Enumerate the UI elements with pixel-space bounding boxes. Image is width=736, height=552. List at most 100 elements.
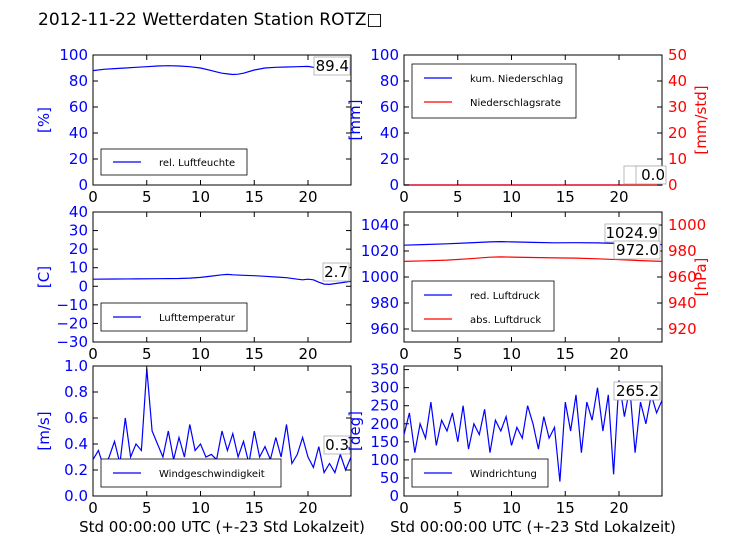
x-tick-label: 20 bbox=[298, 345, 317, 363]
y-tick-label: 80 bbox=[69, 72, 88, 90]
y-tick-label: 100 bbox=[370, 46, 399, 64]
legend-label: Windgeschwindigkeit bbox=[159, 469, 265, 480]
legend-label: Windrichtung bbox=[470, 469, 537, 480]
y-tick-label: 960 bbox=[370, 320, 399, 338]
x-tick-label: 5 bbox=[142, 499, 152, 517]
legend-box bbox=[411, 280, 555, 332]
y-tick-label: 300 bbox=[370, 379, 399, 397]
y-tick-right-label: 0 bbox=[668, 176, 678, 194]
y-tick-label: 40 bbox=[69, 203, 88, 221]
y-tick-label: 10 bbox=[69, 259, 88, 277]
x-tick-label: 20 bbox=[609, 345, 628, 363]
value-label: 0.3 bbox=[325, 436, 349, 454]
chart-humidity: 0 5 10 15 20 0 20 40 60 80 100 [%] rel. Luftfeuchte 8… bbox=[35, 46, 352, 206]
y-tick-right-label: 10 bbox=[668, 150, 687, 168]
x-tick-label: 15 bbox=[556, 345, 575, 363]
y-tick-label: 60 bbox=[380, 98, 399, 116]
y-tick-label: 0 bbox=[78, 176, 88, 194]
x-tick-label: 0 bbox=[88, 499, 98, 517]
x-tick-label: 0 bbox=[88, 188, 98, 206]
y-tick-label: 1020 bbox=[361, 242, 399, 260]
legend-label: rel. Luftfeuchte bbox=[159, 158, 235, 169]
x-tick-label: 20 bbox=[609, 499, 628, 517]
y-tick-right-label: 960 bbox=[668, 268, 697, 286]
y-tick-right-label: 1000 bbox=[668, 216, 706, 234]
page-title: 2012-11-22 Wetterdaten Station ROTZ□ bbox=[38, 10, 383, 30]
series-line-1 bbox=[92, 273, 352, 286]
legend-box bbox=[411, 63, 577, 119]
y-tick-label: 200 bbox=[370, 415, 399, 433]
value-label-box bbox=[313, 56, 351, 76]
y-tick-label: 0 bbox=[389, 487, 399, 505]
x-tick-label: 10 bbox=[502, 345, 521, 363]
y-tick-label: 40 bbox=[380, 124, 399, 142]
y-tick-label: −30 bbox=[56, 333, 88, 351]
x-tick-label: 5 bbox=[453, 345, 463, 363]
x-axis-label: Std 00:00:00 UTC (+-23 Std Lokalzeit) bbox=[79, 518, 365, 536]
x-tick-label: 20 bbox=[298, 188, 317, 206]
y-tick-label: 50 bbox=[380, 469, 399, 487]
y-tick-label: 60 bbox=[69, 98, 88, 116]
value-label-2-box bbox=[613, 240, 661, 260]
legend-label: red. Luftdruck bbox=[470, 291, 540, 302]
y-tick-right-label: 920 bbox=[668, 320, 697, 338]
y-tick-label: 20 bbox=[69, 240, 88, 258]
y-tick-label: 20 bbox=[69, 150, 88, 168]
x-axis-label: Std 00:00:00 UTC (+-23 Std Lokalzeit) bbox=[390, 518, 676, 536]
series-line-1 bbox=[403, 380, 663, 482]
chart-windspeed: 0 5 10 15 20 0.0 0.2 0.4 0.6 0.8 1.0 [m/s] Std 00:00… bbox=[35, 357, 365, 536]
y-tick-label: 1040 bbox=[361, 216, 399, 234]
x-tick-label: 5 bbox=[453, 188, 463, 206]
y-axis-label: [deg] bbox=[346, 411, 364, 451]
legend-label: Niederschlagsrate bbox=[470, 98, 561, 109]
y-tick-right-label: 50 bbox=[668, 46, 687, 64]
value-label: 265.2 bbox=[616, 382, 659, 400]
y-tick-label: 40 bbox=[69, 124, 88, 142]
y-tick-label: 100 bbox=[59, 46, 88, 64]
chart-precip: 0 5 10 15 20 0 20 40 60 80 100 0 10 20 30 40 50 [mm] [mm/s… bbox=[346, 46, 710, 206]
series-line-1 bbox=[92, 368, 352, 475]
y-tick-label: 0 bbox=[389, 176, 399, 194]
x-tick-label: 0 bbox=[88, 345, 98, 363]
value-label-box bbox=[613, 381, 661, 401]
legend-label: abs. Luftdruck bbox=[470, 315, 541, 326]
y-tick-label: 0.0 bbox=[64, 487, 88, 505]
y-axis-label: [C] bbox=[35, 266, 53, 288]
x-tick-label: 10 bbox=[502, 499, 521, 517]
x-tick-label: 5 bbox=[142, 188, 152, 206]
y-tick-right-label: 30 bbox=[668, 98, 687, 116]
x-tick-label: 15 bbox=[556, 499, 575, 517]
value-label-2-box bbox=[635, 165, 667, 185]
value-label: 1024.9 bbox=[606, 224, 659, 242]
x-tick-label: 5 bbox=[453, 499, 463, 517]
value-label: 2.7 bbox=[324, 263, 348, 281]
legend-label: Lufttemperatur bbox=[159, 313, 236, 324]
x-tick-label: 15 bbox=[245, 499, 264, 517]
x-tick-label: 20 bbox=[609, 188, 628, 206]
y-tick-right-label: 980 bbox=[668, 242, 697, 260]
chart-pressure: 0 5 10 15 20 960 980 1000 1020 1040 920 940 960 980 10… bbox=[361, 211, 710, 363]
y-tick-label: 150 bbox=[370, 433, 399, 451]
x-tick-label: 0 bbox=[399, 188, 409, 206]
x-tick-label: 10 bbox=[502, 188, 521, 206]
y-tick-label: −10 bbox=[56, 296, 88, 314]
series-line-2 bbox=[403, 256, 663, 262]
x-tick-label: 20 bbox=[298, 499, 317, 517]
y-axis-label: [mm] bbox=[346, 100, 364, 141]
y-axis-right-label: [mm/std] bbox=[692, 85, 710, 154]
y-tick-label: 100 bbox=[370, 451, 399, 469]
y-tick-label: 0.4 bbox=[64, 435, 88, 453]
x-tick-label: 5 bbox=[142, 345, 152, 363]
y-tick-label: 250 bbox=[370, 397, 399, 415]
x-tick-label: 15 bbox=[245, 345, 264, 363]
y-tick-right-label: 940 bbox=[668, 294, 697, 312]
y-axis-label: [%] bbox=[35, 107, 53, 133]
y-tick-label: 980 bbox=[370, 294, 399, 312]
value-label-2: 972.0 bbox=[616, 241, 659, 259]
value-label: 89.4 bbox=[316, 57, 349, 75]
value-label-2: 0.0 bbox=[641, 166, 665, 184]
y-tick-label: 1.0 bbox=[64, 357, 88, 375]
value-label-box bbox=[323, 435, 351, 455]
y-tick-label: 0 bbox=[78, 277, 88, 295]
